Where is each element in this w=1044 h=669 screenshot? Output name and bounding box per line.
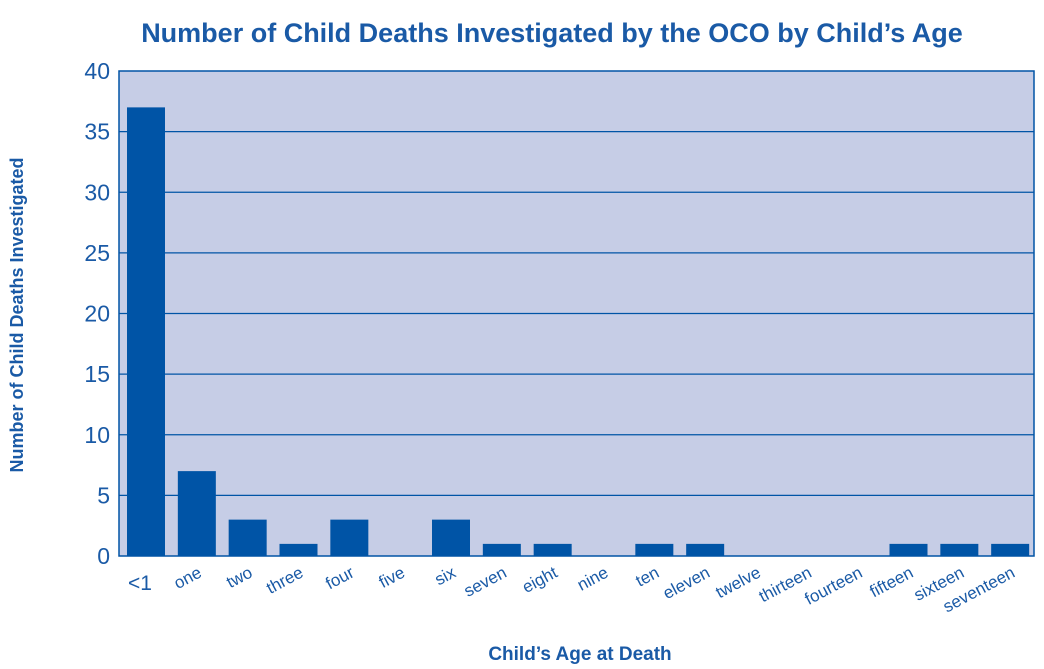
bar-17 bbox=[991, 543, 1030, 556]
bar-8 bbox=[533, 543, 572, 556]
x-tick-label-2: two bbox=[223, 563, 255, 592]
bar-2 bbox=[228, 519, 267, 556]
bar-10 bbox=[635, 543, 674, 556]
y-tick-label-0: 0 bbox=[97, 543, 110, 569]
x-axis-label: Child’s Age at Death bbox=[488, 644, 671, 665]
y-tick-label-6: 30 bbox=[84, 179, 110, 205]
y-tick-label-5: 25 bbox=[84, 240, 110, 266]
x-tick-label-5: five bbox=[376, 563, 408, 592]
x-tick-label-9: nine bbox=[574, 563, 611, 595]
x-tick-label-14: fourteen bbox=[802, 563, 866, 609]
x-tick-label-4: four bbox=[322, 563, 357, 594]
y-tick-label-4: 20 bbox=[84, 301, 110, 327]
bar-4 bbox=[330, 519, 369, 556]
bar-11 bbox=[686, 543, 725, 556]
x-tick-label-6: six bbox=[432, 563, 460, 590]
chart-title: Number of Child Deaths Investigated by t… bbox=[141, 18, 963, 48]
plot-border bbox=[118, 70, 1035, 557]
x-tick-label-10: ten bbox=[632, 563, 662, 591]
x-tick-label-1: one bbox=[171, 563, 205, 593]
bar-0 bbox=[127, 107, 165, 556]
bar-1 bbox=[177, 471, 216, 556]
x-tick-label-8: eight bbox=[519, 563, 561, 597]
y-tick-label-8: 40 bbox=[84, 58, 110, 84]
bar-6 bbox=[432, 519, 470, 556]
bar-16 bbox=[940, 543, 979, 556]
x-tick-label-0: <1 bbox=[128, 572, 152, 595]
plot-area: 0 5 10 15 20 25 30 35 40 <1 one two three four five six… bbox=[84, 58, 1035, 616]
y-tick-label-7: 35 bbox=[84, 119, 110, 145]
bar-7 bbox=[482, 543, 521, 556]
x-tick-label-12: twelve bbox=[712, 563, 763, 602]
x-tick-label-7: seven bbox=[461, 563, 510, 601]
y-axis-label: Number of Child Deaths Investigated bbox=[7, 157, 27, 472]
bar-15 bbox=[889, 543, 928, 556]
x-tick-label-3: three bbox=[263, 563, 306, 598]
y-tick-label-2: 10 bbox=[84, 422, 110, 448]
x-tick-label-15: fifteen bbox=[867, 563, 917, 602]
y-tick-label-3: 15 bbox=[84, 361, 110, 387]
y-tick-label-1: 5 bbox=[97, 482, 110, 508]
x-tick-label-11: eleven bbox=[660, 563, 713, 603]
bar-3 bbox=[279, 543, 318, 556]
